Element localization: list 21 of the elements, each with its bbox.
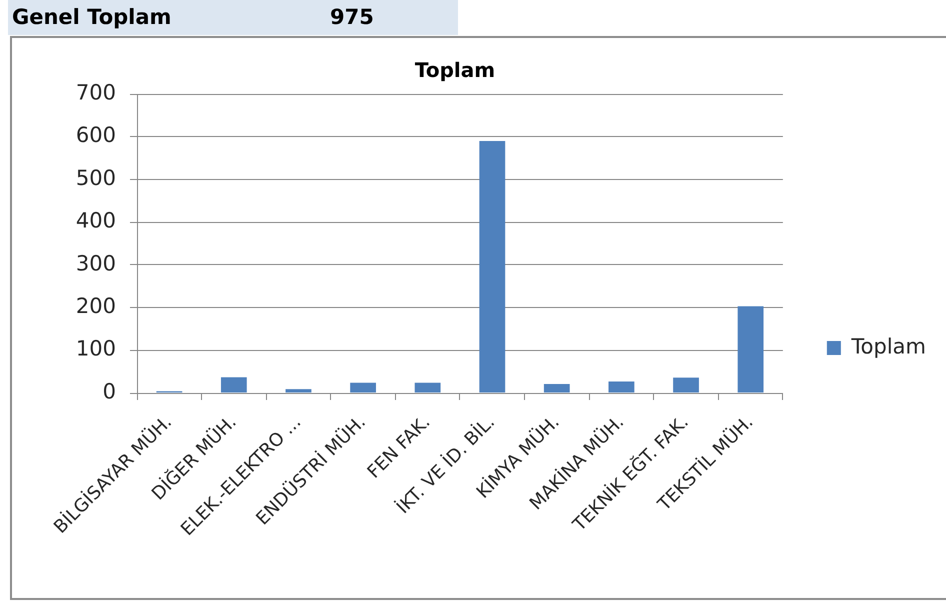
y-tick-label: 100: [76, 336, 116, 361]
y-tick-label: 400: [76, 208, 116, 233]
y-tick-label: 700: [76, 80, 116, 104]
y-tick-label: 0: [102, 379, 116, 404]
y-tick-label: 300: [76, 251, 116, 276]
bar: [414, 382, 441, 392]
y-tick-label: 200: [76, 294, 116, 318]
text: Genel Toplam: [12, 4, 172, 30]
bar: [286, 389, 312, 392]
bar: [220, 377, 247, 392]
bar: [350, 382, 376, 392]
bar: [673, 378, 699, 392]
bar: [738, 306, 764, 392]
bar: [479, 140, 506, 392]
chart-title: Toplam: [414, 58, 496, 82]
text: 975: [330, 4, 374, 30]
bar: [608, 381, 634, 392]
legend-label: Toplam: [850, 334, 926, 358]
bar: [544, 384, 570, 392]
y-tick-label: 600: [76, 123, 116, 148]
y-tick-label: 500: [76, 166, 116, 190]
